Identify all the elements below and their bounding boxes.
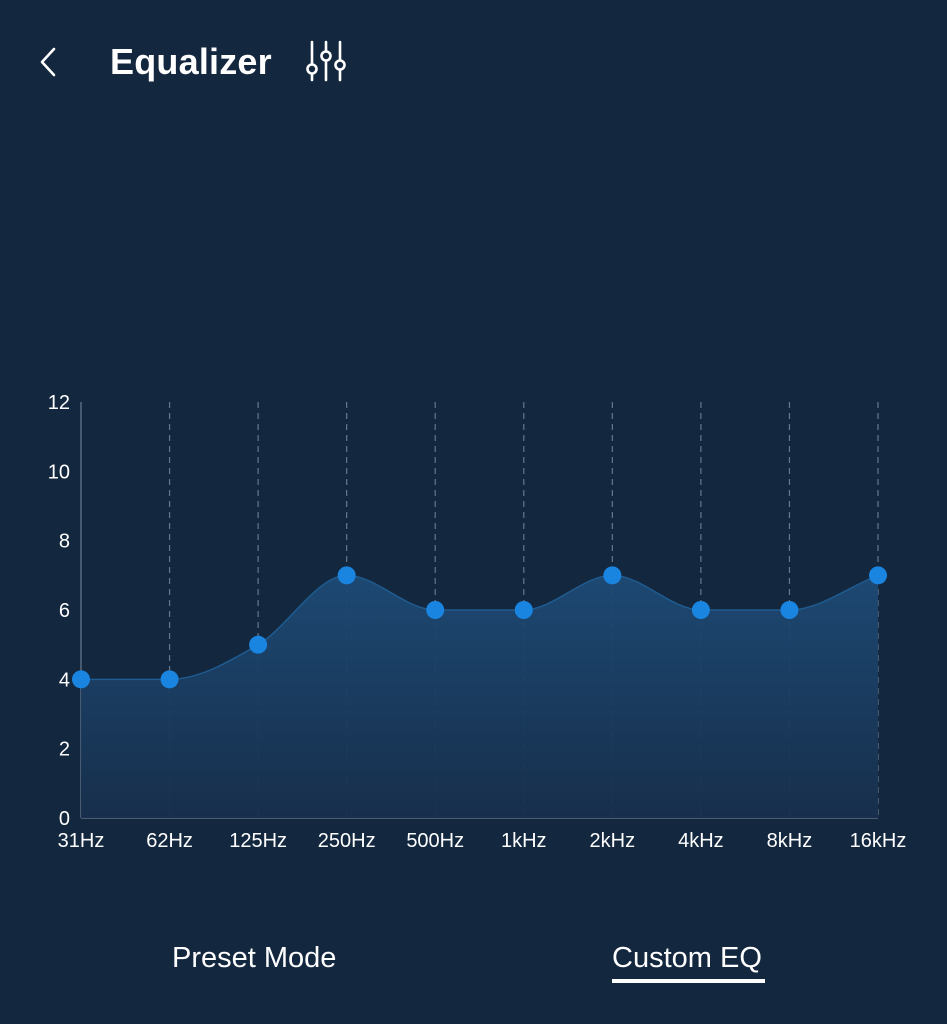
active-tab-indicator (612, 979, 765, 983)
x-tick-label: 16kHz (850, 830, 907, 852)
tab-custom-eq[interactable]: Custom EQ (612, 942, 762, 974)
x-tick-label: 31Hz (58, 830, 105, 852)
app-header: Equalizer (0, 0, 947, 125)
y-tick-label: 12 (48, 392, 70, 414)
equalizer-chart[interactable]: 0 2 4 6 8 10 12 31Hz 62Hz 125Hz 250Hz 500Hz 1kHz 2kH… (0, 380, 947, 860)
eq-band-handle-4kHz[interactable] (691, 601, 710, 619)
eq-band-handle-31Hz[interactable] (72, 670, 90, 689)
eq-band-handle-1kHz[interactable] (514, 601, 533, 619)
x-tick-label: 250Hz (318, 830, 376, 852)
eq-band-handle-125Hz[interactable] (249, 635, 268, 654)
eq-band-handle-2kHz[interactable] (603, 566, 622, 585)
chevron-left-icon (40, 47, 56, 77)
back-button[interactable] (28, 38, 72, 86)
x-tick-label: 8kHz (767, 830, 813, 852)
y-tick-label: 2 (59, 739, 70, 761)
x-tick-label: 500Hz (406, 830, 464, 852)
eq-band-handle-16kHz[interactable] (869, 566, 887, 585)
x-tick-label: 4kHz (678, 830, 724, 852)
x-tick-label: 62Hz (146, 830, 193, 852)
y-tick-label: 10 (48, 461, 70, 483)
eq-curve-line (80, 574, 879, 681)
x-tick-label: 2kHz (590, 830, 636, 852)
eq-band-handle-250Hz[interactable] (337, 566, 356, 585)
y-tick-label: 0 (59, 808, 70, 830)
y-tick-label: 8 (59, 531, 70, 553)
page-title: Equalizer (110, 41, 272, 82)
x-axis: 31Hz 62Hz 125Hz 250Hz 500Hz 1kHz 2kHz 4kHz 8kHz 1… (58, 830, 907, 852)
tab-preset-mode[interactable]: Preset Mode (172, 942, 337, 974)
eq-curve-area (81, 575, 878, 818)
y-tick-label: 6 (59, 600, 70, 622)
x-tick-label: 125Hz (229, 830, 287, 852)
sliders-icon (306, 40, 346, 82)
eq-band-handle-8kHz[interactable] (780, 601, 799, 619)
y-tick-label: 4 (59, 669, 70, 691)
eq-band-points[interactable] (72, 566, 887, 689)
x-tick-label: 1kHz (501, 830, 547, 852)
eq-band-handle-62Hz[interactable] (160, 670, 179, 689)
equalizer-settings-button[interactable] (300, 36, 352, 88)
eq-band-handle-500Hz[interactable] (426, 601, 445, 619)
